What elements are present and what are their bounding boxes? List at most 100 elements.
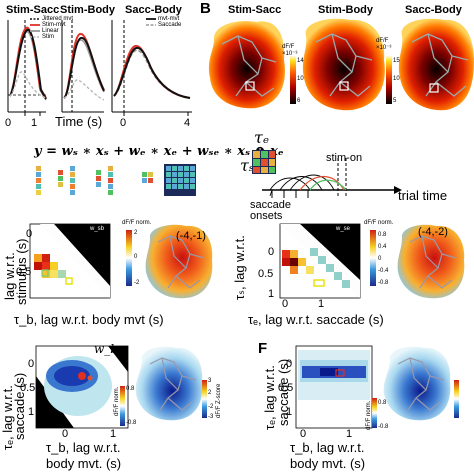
d-cbar-tick-0: 0.8 <box>378 232 387 238</box>
f-cbar-tick-0: 0.8 <box>378 400 387 406</box>
tau-s-label: τₛ <box>240 156 255 175</box>
c-cbar-tick-2: -2 <box>134 280 140 286</box>
brain-map-1 <box>208 20 285 109</box>
saccade-onsets-label: saccade onsets <box>250 199 291 222</box>
e-cbar-left-tick-0: 0.8 <box>126 386 135 392</box>
d-cbar-title: dF/F norm. <box>364 220 394 226</box>
icon-xse <box>164 164 196 196</box>
panel-d-heatmap <box>279 223 465 299</box>
legend-a1: Jittered mvt Stim-mvt Linear Stim <box>30 16 73 40</box>
a-xtick3-0: 0 <box>120 117 127 129</box>
f-xtick-0: 0 <box>300 428 307 440</box>
d-cbar-tick-3: -0.4 <box>378 268 389 274</box>
cbar-b1-tick-1: 10 <box>297 76 304 82</box>
legend-stim: Stim <box>42 34 54 40</box>
d-ytick-2: 1 <box>268 288 275 300</box>
icon-ws <box>58 170 63 187</box>
cbar-b1-scale: ×10⁻³ <box>282 51 298 57</box>
cbar-c <box>126 230 132 286</box>
f-cbar-tick-1: -0.8 <box>378 424 389 430</box>
e-ytick-2: 1 <box>28 406 35 418</box>
d-cbar-tick-4: -0.8 <box>378 280 389 286</box>
e-cbar-left-title: dF/F norm. <box>114 386 120 416</box>
d-cbar-tick-1: 0.4 <box>378 244 387 250</box>
e-xtick-1: 1 <box>110 428 117 440</box>
f-cbar-title: dF/F norm. <box>366 400 372 430</box>
c-xlabel: τ_b, lag w.r.t. body mvt (s) <box>14 312 164 327</box>
d-weight-label: w_se <box>336 226 351 232</box>
e-cbar-right-title: dF/F Z-score <box>216 383 222 418</box>
panel-b-title-1: Stim-Sacc <box>228 4 282 16</box>
roi-box-1 <box>245 81 255 91</box>
f-xtick-1: 1 <box>346 428 353 440</box>
a-xtick3-4: 4 <box>184 117 191 129</box>
a-xtick-0: 0 <box>5 117 12 129</box>
f-ylabel-top: τₑ, lag w.r.t. <box>262 365 277 430</box>
e-cbar-right-tick-2: -2 <box>208 404 214 410</box>
brain-map-f <box>383 346 451 421</box>
e-ytick-1: 0.5 <box>20 382 36 394</box>
d-ytick-1: 0.5 <box>258 268 274 280</box>
cbar-b2-scale: ×10⁻³ <box>376 45 392 51</box>
cbar-e-right <box>202 380 207 418</box>
d-cbar-tick-2: 0 <box>378 256 382 262</box>
roi-box-2 <box>339 81 349 91</box>
e-weight-label: w_be <box>94 342 126 356</box>
stim-on-label: stim-on <box>326 152 363 164</box>
trace-stim-1 <box>9 71 47 99</box>
e-xlabel-top: τ_b, lag w.r.t. <box>46 440 121 455</box>
a-xlabel: Time (s) <box>55 114 103 129</box>
d-xtick-0: 0 <box>282 298 289 310</box>
panel-a-title-1: Stim-Sacc <box>6 4 60 16</box>
d-xlabel: τₑ, lag w.r.t. saccade (s) <box>248 312 384 327</box>
e-ytick-0: 0 <box>28 358 35 370</box>
cbar-b1-tick-2: 6 <box>297 98 301 104</box>
c-ytick-0: 0 <box>26 228 33 240</box>
d-ytick-0: 0 <box>268 246 275 258</box>
cbar-d <box>370 230 376 286</box>
c-cbar-tick-1: 0 <box>134 254 138 260</box>
c-coord: (-4,-1) <box>176 230 206 242</box>
legend-mvt-mvt: mvt-mvt <box>158 16 180 22</box>
panel-c-heatmap <box>29 223 213 299</box>
c-weight-label: w_sb <box>90 226 105 232</box>
panel-a-title-2: Stim-Body <box>60 4 115 16</box>
trace-jittered-1 <box>9 29 47 100</box>
f-ytick-1: 0.5 <box>278 382 294 394</box>
f-ytick-0: 0 <box>286 358 293 370</box>
d-xtick-1: 1 <box>318 298 325 310</box>
cbar-b1-tick-0: 14 <box>297 58 304 64</box>
legend-linear: Linear <box>42 28 59 34</box>
trial-timeline <box>252 150 402 198</box>
cbar-b2-tick-1: 10 <box>393 76 400 82</box>
design-matrix-icons <box>36 164 196 196</box>
d-ylabel: τₛ, lag w.r.t. <box>232 235 247 300</box>
f-xlabel-bottom: body mvt. (s) <box>290 456 366 471</box>
panel-f-heatmap <box>295 345 459 429</box>
icon-ys <box>36 166 41 195</box>
cbar-b2-tick-2: 5 <box>393 98 397 104</box>
cbar-f <box>372 398 377 428</box>
c-cbar-tick-0: 2 <box>134 230 138 236</box>
panel-a-title-3: Sacc-Body <box>125 4 182 16</box>
panel-a-traces <box>7 20 192 116</box>
panel-f-letter: F <box>258 340 268 357</box>
cbar-b2-tick-0: 15 <box>393 58 400 64</box>
panel-b-title-2: Stim-Body <box>318 4 373 16</box>
e-cbar-right-tick-3: -3 <box>208 414 214 420</box>
panel-b-letter: B <box>200 0 211 17</box>
brain-map-e <box>135 346 203 421</box>
icon-we <box>96 170 101 187</box>
e-cbar-left-tick-1: -0.8 <box>126 420 137 426</box>
tau-grid-icon <box>252 150 276 174</box>
panel-e-heatmap <box>35 345 207 429</box>
panel-b-maps <box>208 18 474 111</box>
e-cbar-right-tick-0: 3 <box>208 378 212 384</box>
c-cbar-title: dF/F norm. <box>122 220 152 226</box>
e-cbar-right-tick-1: 2 <box>208 390 212 396</box>
model-equation: y = wₛ ∗ xₛ + wₑ ∗ xₑ + wₛₑ ∗ xₛ ⊗ xₑ <box>34 144 284 159</box>
a-xtick-1: 1 <box>31 117 38 129</box>
icon-wse <box>142 172 153 183</box>
f-ytick-2: 1 <box>286 406 293 418</box>
brain-map-3 <box>398 18 474 111</box>
